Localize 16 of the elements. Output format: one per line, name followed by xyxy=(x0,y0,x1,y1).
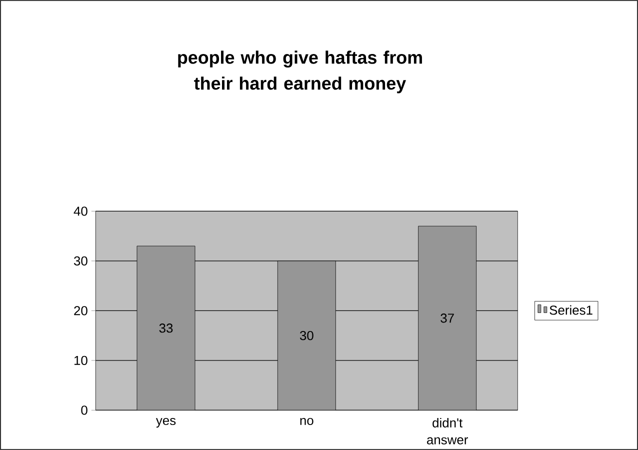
x-tick-label: yes xyxy=(156,418,176,428)
y-tick-label: 40 xyxy=(74,206,88,216)
bar xyxy=(136,246,196,410)
y-tick-label: 10 xyxy=(74,356,88,366)
y-tick-label: 30 xyxy=(74,256,88,266)
y-tick-label: 0 xyxy=(81,406,88,415)
legend-label: Series1 xyxy=(550,305,592,315)
y-tick-label: 20 xyxy=(74,306,88,316)
bar xyxy=(277,260,336,410)
data-label: 37 xyxy=(440,314,454,323)
data-label: 33 xyxy=(159,324,173,333)
x-tick-label: didn't answer xyxy=(427,418,468,444)
bar xyxy=(418,226,477,410)
x-tick-label: no xyxy=(300,418,314,426)
chart-title: people who give haftas from their hard earned money xyxy=(178,50,422,94)
data-label: 30 xyxy=(300,330,314,340)
